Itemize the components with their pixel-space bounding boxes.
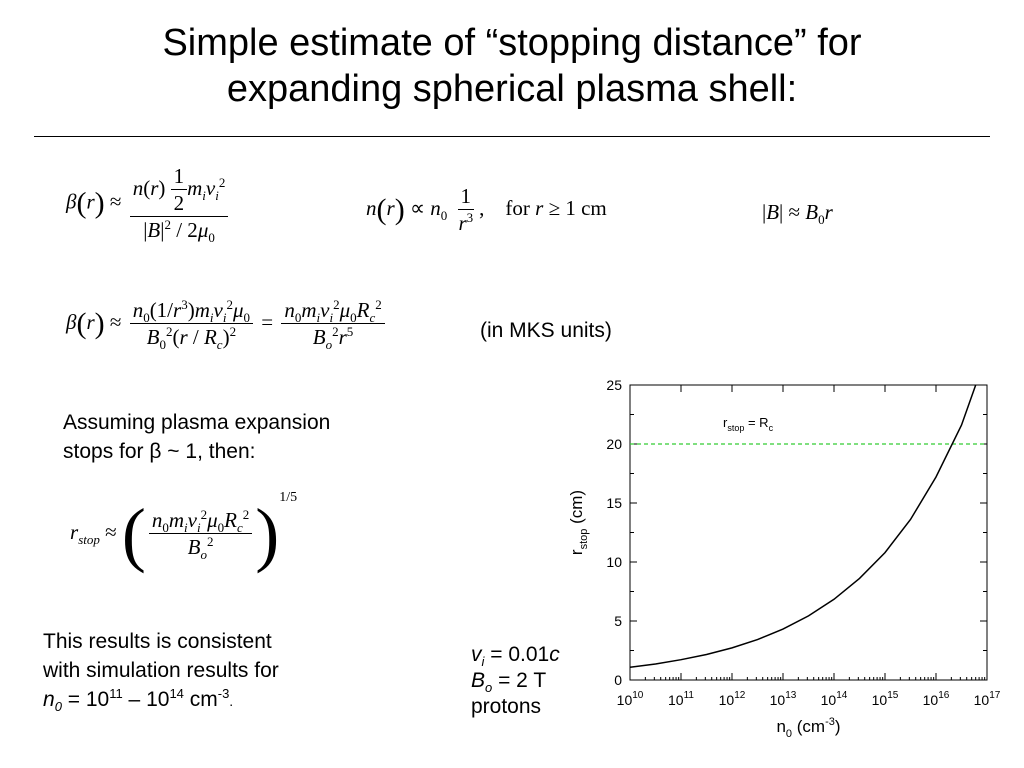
y-tick-label: 25: [606, 377, 622, 393]
parameter-list: vi = 0.01c Bo = 2 T protons: [471, 642, 560, 720]
x-tick-label: 1016: [923, 690, 950, 708]
result-line-1: This results is consistent: [43, 630, 272, 653]
beta-symbol: β: [149, 440, 162, 463]
param-particle: protons: [471, 695, 542, 718]
result-text: This results is consistent with simulati…: [43, 627, 279, 716]
param-field: Bo = 2 T: [471, 669, 547, 696]
slide-title: Simple estimate of “stopping distance” f…: [0, 20, 1024, 112]
x-tick-label: 1010: [617, 690, 644, 708]
equation-stopping-radius: rstop ≈ ( n0mivi2μ0Rc2 Bo2 )1/5: [70, 489, 298, 574]
equation-density-profile: n(r) ∝ n0 1 r3, for r ≥ 1 cm: [366, 184, 607, 235]
y-tick-label: 20: [606, 436, 622, 452]
reference-line-label: rstop = Rc: [723, 415, 774, 433]
param-velocity: vi = 0.01c: [471, 643, 560, 670]
x-tick-label: 1011: [668, 690, 694, 708]
x-tick-label: 1015: [872, 690, 899, 708]
equation-beta-expanded: β(r) ≈ n0(1/r3)mivi2μ0 B02(r / Rc)2 = n0…: [66, 298, 388, 351]
title-line-1: Simple estimate of “stopping distance” f…: [162, 22, 862, 64]
title-line-2: expanding spherical plasma shell:: [226, 68, 798, 110]
y-tick-label: 15: [606, 495, 622, 511]
result-line-3: n0 = 1011 – 1014 cm-3.: [43, 686, 234, 715]
units-note: (in MKS units): [480, 319, 612, 342]
y-tick-label: 10: [606, 554, 622, 570]
result-line-2: with simulation results for: [43, 659, 279, 682]
assumption-line-1: Assuming plasma expansion: [63, 411, 331, 434]
y-axis-label: rstop (cm): [567, 490, 590, 555]
x-tick-label: 1013: [770, 690, 797, 708]
x-tick-label: 1017: [974, 690, 1001, 708]
equation-beta-definition: β(r) ≈ n(r) 1 2 mivi2 |B|2 / 2μ0: [66, 166, 231, 244]
y-tick-label: 5: [614, 613, 622, 629]
x-axis-label: n0 (cm-3): [776, 716, 840, 740]
assumption-line-2: stops for β ~ 1, then:: [63, 440, 256, 463]
equation-field-profile: |B| ≈ B0r: [762, 200, 833, 228]
x-tick-label: 1014: [821, 690, 848, 708]
title-divider: [34, 136, 990, 137]
assumption-text: Assuming plasma expansion stops for β ~ …: [63, 408, 330, 466]
y-tick-label: 0: [614, 672, 622, 688]
data-series-line: [629, 384, 977, 669]
plot-frame: [629, 384, 988, 681]
x-tick-label: 1012: [719, 690, 746, 708]
